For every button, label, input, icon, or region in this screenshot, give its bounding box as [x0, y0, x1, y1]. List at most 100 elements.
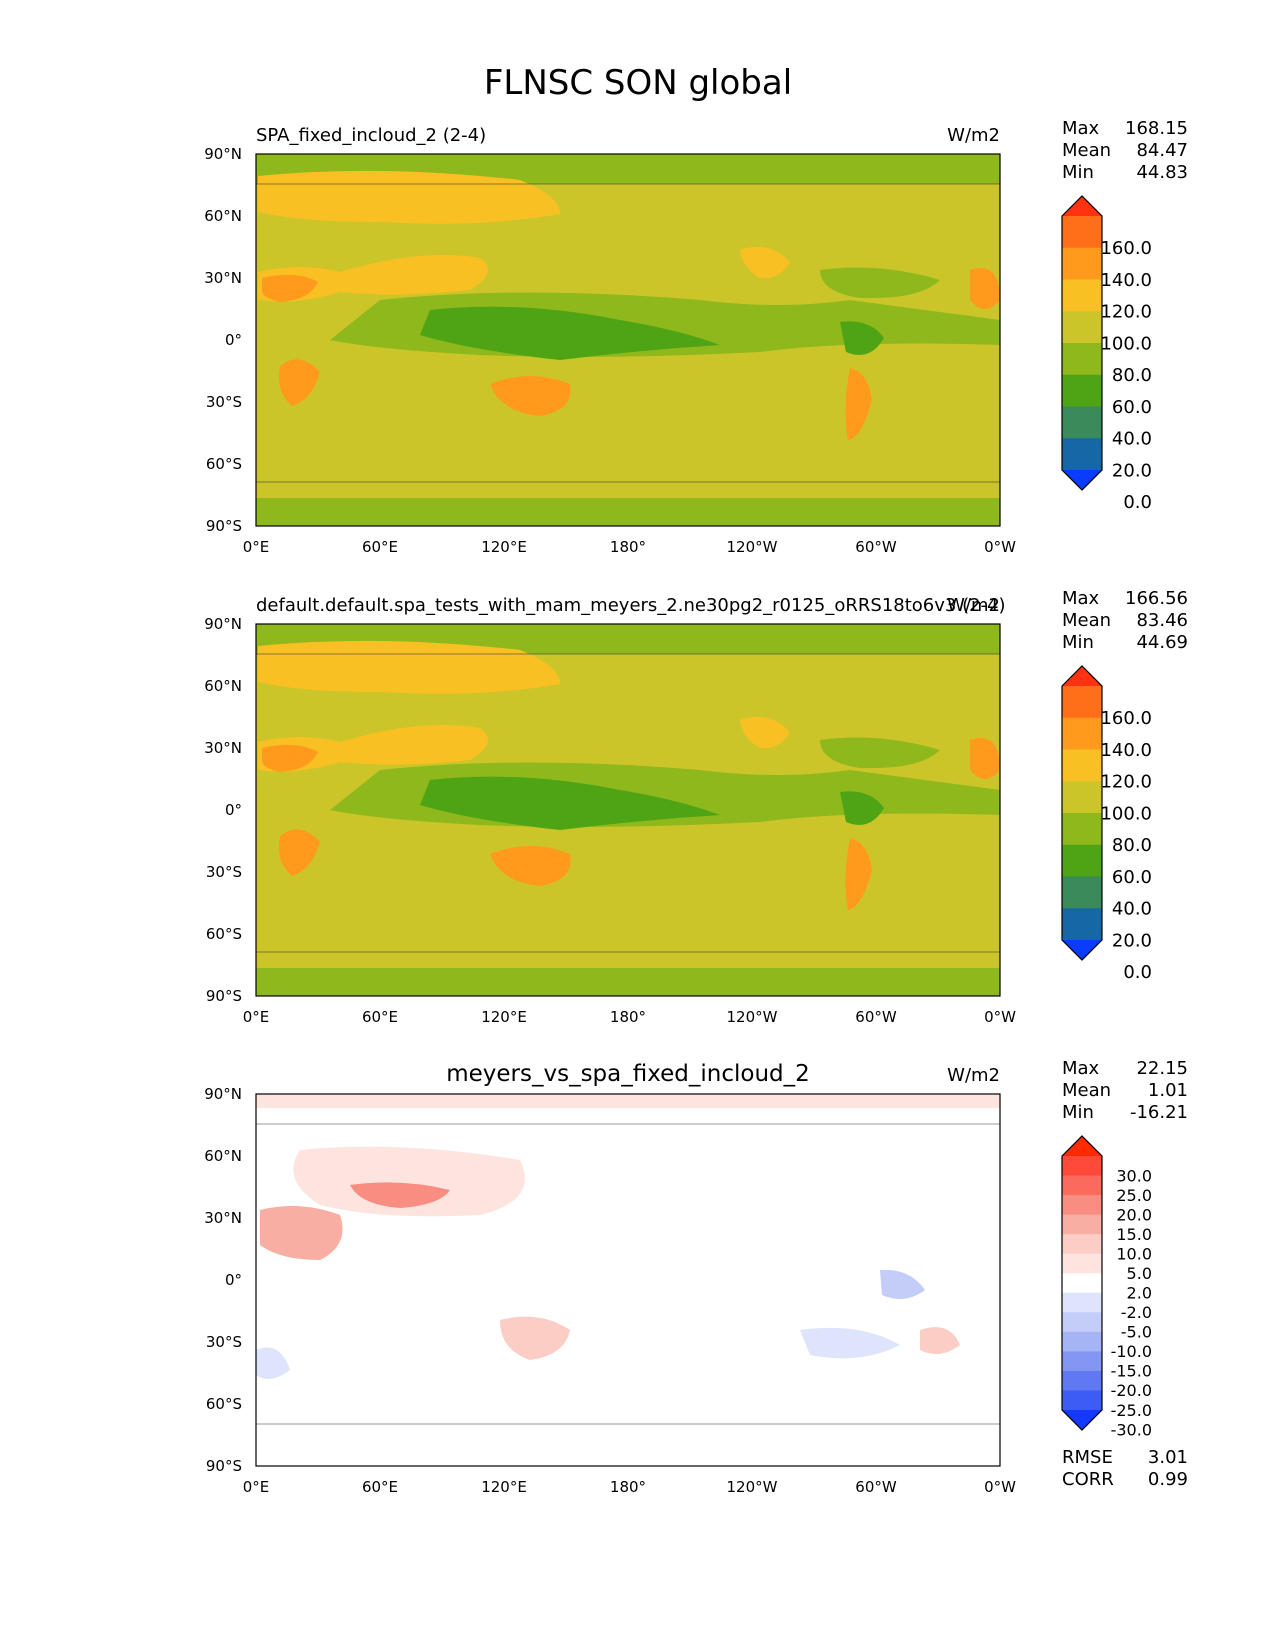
colorbar-tick-label: 0.0	[1123, 962, 1152, 983]
lon-tick-120w: 120°W	[727, 1008, 778, 1026]
colorbar-swatch	[1062, 1195, 1102, 1216]
colorbar-outline	[1061, 1135, 1103, 1431]
colorbar-swatch	[1062, 1253, 1102, 1274]
panel-3-colorbar: 30.025.020.015.010.05.02.0-2.0-5.0-10.0-…	[1061, 1135, 1152, 1439]
colorbar-tick-label: 2.0	[1127, 1284, 1152, 1303]
colorbar-tick-label: 20.0	[1116, 1205, 1152, 1224]
coastlines	[256, 183, 1000, 483]
sahara-positive	[260, 1206, 343, 1260]
colorbar-swatch	[1062, 749, 1102, 782]
warm-pool	[420, 776, 720, 830]
panel-3-frame	[255, 1093, 1001, 1467]
panel-3-metrics: RMSE 3.01 CORR 0.99	[1062, 1447, 1188, 1490]
colorbar-swatch	[1062, 1351, 1102, 1372]
stat-mean-label: Mean	[1062, 140, 1111, 161]
amazon	[840, 321, 884, 355]
stat-max-value: 22.15	[1136, 1058, 1188, 1079]
panel-3-stats: Max 22.15 Mean 1.01 Min -16.21	[1062, 1058, 1188, 1123]
colorbar-tick-label: 100.0	[1100, 333, 1152, 354]
colorbar-swatch	[1062, 1292, 1102, 1313]
colorbar-tick-label: 140.0	[1100, 740, 1152, 761]
panel-3: meyers_vs_spa_fixed_incloud_2 W/m2 90°N …	[204, 1058, 1188, 1496]
australia-positive	[500, 1316, 570, 1360]
colorbar-swatch	[1062, 311, 1102, 344]
colorbar-extend-min	[1062, 1410, 1102, 1430]
colorbar-tick-label: 140.0	[1100, 270, 1152, 291]
colorbar-tick-label: -15.0	[1111, 1362, 1152, 1381]
south-africa	[278, 829, 320, 876]
antarctic-band	[256, 498, 1000, 526]
colorbar-tick-label: 120.0	[1100, 772, 1152, 793]
colorbar-tick-label: 160.0	[1100, 238, 1152, 259]
stat-min-value: 44.69	[1136, 632, 1188, 653]
colorbar-swatch	[1062, 1175, 1102, 1196]
lon-tick-180: 180°	[610, 1478, 646, 1496]
lat-tick-30n: 30°N	[204, 269, 242, 287]
colorbar-swatch	[1062, 813, 1102, 846]
colorbar-swatch	[1062, 1312, 1102, 1333]
panel-2-title: default.default.spa_tests_with_mam_meyer…	[256, 595, 1006, 616]
lat-tick-30n: 30°N	[204, 1209, 242, 1227]
colorbar-tick-label: 40.0	[1112, 429, 1152, 450]
lon-tick-60w: 60°W	[855, 1008, 897, 1026]
brazil-negative	[880, 1269, 925, 1299]
lon-tick-0w: 0°W	[984, 538, 1016, 556]
colorbar-swatch	[1062, 343, 1102, 376]
colorbar-swatch	[1062, 1214, 1102, 1235]
colorbar-tick-label: 15.0	[1116, 1225, 1152, 1244]
stat-max-label: Max	[1062, 118, 1100, 139]
panel-1-lon-ticks: 0°E 60°E 120°E 180° 120°W 60°W 0°W	[243, 538, 1016, 556]
colorbar-tick-label: 160.0	[1100, 708, 1152, 729]
lat-tick-60n: 60°N	[204, 207, 242, 225]
lat-tick-30s: 30°S	[206, 1333, 242, 1351]
warm-pool	[420, 306, 720, 360]
lat-tick-90n: 90°N	[204, 1085, 242, 1103]
colorbar-swatch	[1062, 438, 1102, 471]
stat-max-value: 166.56	[1125, 588, 1188, 609]
panel-3-map	[256, 1094, 1000, 1466]
colorbar-tick-label: 80.0	[1112, 835, 1152, 856]
corr-label: CORR	[1062, 1469, 1114, 1490]
panel-2-lon-ticks: 0°E 60°E 120°E 180° 120°W 60°W 0°W	[243, 1008, 1016, 1026]
lon-tick-120e: 120°E	[481, 1478, 527, 1496]
colorbar-tick-label: 60.0	[1112, 397, 1152, 418]
lat-tick-90s: 90°S	[206, 517, 242, 535]
lat-tick-0: 0°	[225, 1271, 242, 1289]
colorbar-swatch	[1062, 406, 1102, 439]
panel-2-stats: Max 166.56 Mean 83.46 Min 44.69	[1062, 588, 1188, 653]
colorbar-extend-max	[1062, 1136, 1102, 1156]
colorbar-outline	[1061, 195, 1103, 491]
colorbar-tick-label: 10.0	[1116, 1244, 1152, 1263]
corr-value: 0.99	[1148, 1469, 1188, 1490]
central-asia-positive	[350, 1182, 450, 1208]
atlantic-band	[820, 267, 940, 299]
lon-tick-180: 180°	[610, 1008, 646, 1026]
colorbar-tick-label: 30.0	[1116, 1166, 1152, 1185]
colorbar-tick-label: -2.0	[1121, 1303, 1152, 1322]
lon-tick-60e: 60°E	[362, 538, 398, 556]
colorbar-swatch	[1062, 1370, 1102, 1391]
lat-tick-90s: 90°S	[206, 1457, 242, 1475]
western-usa	[740, 716, 790, 749]
colorbar-tick-label: 0.0	[1123, 492, 1152, 513]
colorbar-tick-label: 20.0	[1112, 460, 1152, 481]
colorbar-tick-label: 60.0	[1112, 867, 1152, 888]
lat-tick-60s: 60°S	[206, 925, 242, 943]
stat-max-value: 168.15	[1125, 118, 1188, 139]
pacific-negative	[800, 1327, 900, 1359]
panel-2-lat-ticks: 90°N 60°N 30°N 0° 30°S 60°S 90°S	[204, 615, 242, 1005]
rmse-value: 3.01	[1148, 1447, 1188, 1468]
antarctic-band	[256, 968, 1000, 996]
lon-tick-0w: 0°W	[984, 1478, 1016, 1496]
eurasia-positive	[293, 1146, 525, 1217]
lon-tick-120e: 120°E	[481, 538, 527, 556]
lat-tick-90s: 90°S	[206, 987, 242, 1005]
colorbar-tick-label: 5.0	[1127, 1264, 1152, 1283]
colorbar-extend-min	[1062, 940, 1102, 960]
colorbar-swatch	[1062, 1234, 1102, 1255]
western-usa	[740, 246, 790, 279]
panel-1-title: SPA_fixed_incloud_2 (2-4)	[256, 125, 486, 146]
lat-tick-30n: 30°N	[204, 739, 242, 757]
panel-1-lat-ticks: 90°N 60°N 30°N 0° 30°S 60°S 90°S	[204, 145, 242, 535]
